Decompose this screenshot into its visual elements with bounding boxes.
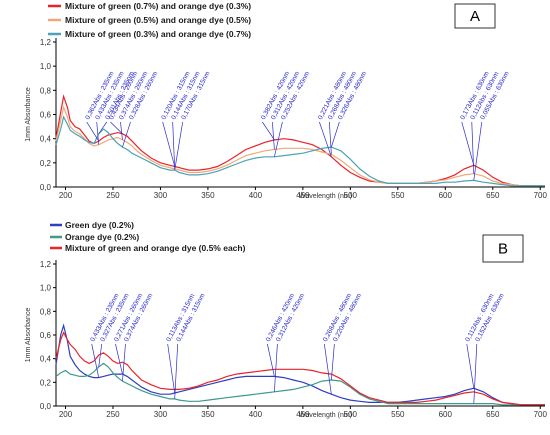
series-line [55, 94, 545, 187]
x-tick-label: 500 [344, 410, 358, 419]
annotation-leader [274, 343, 278, 392]
x-tick-label: 300 [154, 410, 168, 419]
panel-label-box [482, 234, 524, 263]
series-line [55, 115, 545, 187]
annotation-leader [122, 121, 131, 148]
legend-label: Green dye (0.2%) [65, 220, 134, 230]
annotation-leader [174, 343, 179, 399]
annotation-leader [331, 343, 335, 380]
annotation-leader [319, 121, 332, 157]
annotation-leader [473, 121, 483, 181]
annotation-leader [122, 343, 126, 382]
y-tick-label: 1,0 [40, 284, 52, 293]
x-tick-label: 550 [391, 410, 405, 419]
x-tick-label: 650 [486, 410, 500, 419]
annotation-leader [167, 343, 176, 394]
annotation-leader [329, 121, 332, 155]
x-tick-label: 350 [201, 191, 215, 200]
annotation-leader [331, 121, 340, 148]
series-line [55, 362, 545, 406]
y-tick-label: 0,4 [40, 355, 52, 364]
series-line [55, 105, 545, 187]
series-line [55, 331, 545, 406]
y-tick-label: 0,0 [40, 183, 52, 192]
chart-panel-a: Mixture of green (0.7%) and orange dye (… [25, 1, 547, 200]
x-tick-label: 300 [154, 191, 168, 200]
series-line [55, 323, 545, 406]
legend-label: Mixture of green and orange dye (0.5% ea… [65, 243, 246, 253]
annotation-leader [274, 121, 283, 157]
legend-label: Mixture of green (0.3%) and orange dye (… [65, 29, 251, 39]
x-tick-label: 600 [439, 410, 453, 419]
x-tick-label: 600 [439, 191, 453, 200]
y-tick-label: 0,2 [40, 378, 52, 387]
x-tick-label: 250 [106, 410, 120, 419]
x-tick-label: 400 [249, 191, 263, 200]
y-axis-label: 1mm Absorbance [25, 87, 32, 142]
annotation-leader [98, 121, 108, 135]
annotation-leader [461, 121, 475, 166]
annotation-leader [466, 343, 475, 389]
x-tick-label: 450 [296, 191, 310, 200]
y-tick-label: 0,8 [40, 307, 52, 316]
annotation-leader [267, 343, 275, 377]
y-tick-label: 0,0 [40, 402, 52, 411]
x-tick-label: 200 [59, 410, 73, 419]
panel-label: A [470, 8, 480, 25]
y-tick-label: 0,6 [40, 331, 52, 340]
annotation-leader [471, 121, 475, 174]
annotation-leader [473, 343, 478, 404]
y-tick-label: 0,8 [40, 86, 52, 95]
x-axis-label: Wavelength (nm) [299, 412, 352, 419]
x-tick-label: 200 [59, 191, 73, 200]
y-tick-label: 0,2 [40, 159, 52, 168]
annotation-leader [91, 343, 100, 378]
annotation-leader [115, 343, 123, 375]
x-tick-label: 700 [534, 191, 548, 200]
annotation-leader [174, 121, 184, 171]
x-tick-label: 650 [486, 191, 500, 200]
panel-label: B [498, 241, 508, 258]
y-tick-label: 0,6 [40, 111, 52, 120]
y-tick-label: 1,2 [40, 38, 52, 47]
x-tick-label: 500 [344, 191, 358, 200]
annotation-leader [262, 121, 275, 141]
x-tick-label: 550 [391, 191, 405, 200]
annotation-leader [324, 343, 332, 395]
legend-label: Mixture of green (0.5%) and orange dye (… [65, 15, 251, 25]
annotation-leader [98, 343, 103, 367]
panel-label-box [454, 3, 496, 29]
annotation-leader [110, 121, 123, 135]
x-axis-label: Wavelength (nm) [299, 193, 352, 200]
x-tick-label: 250 [106, 191, 120, 200]
legend-label: Mixture of green (0.7%) and orange dye (… [65, 1, 251, 11]
x-tick-label: 450 [296, 410, 310, 419]
y-tick-label: 0,4 [40, 135, 52, 144]
y-tick-label: 1,0 [40, 62, 52, 71]
x-tick-label: 350 [201, 410, 215, 419]
x-tick-label: 700 [534, 410, 548, 419]
chart-panel-b: Green dye (0.2%) Orange dye (0.2%)Mixture… [25, 220, 547, 419]
legend-label: Orange dye (0.2%) [65, 232, 139, 242]
annotation-leader [162, 121, 176, 167]
annotation-leader [272, 121, 275, 150]
y-axis-label: 1mm Absorbance [25, 308, 32, 363]
x-tick-label: 400 [249, 410, 263, 419]
annotation-leader [120, 121, 123, 140]
annotation-leader [172, 121, 176, 169]
annotation-leader [86, 121, 100, 142]
y-tick-label: 1,2 [40, 260, 52, 269]
annotation-leader [96, 121, 100, 145]
